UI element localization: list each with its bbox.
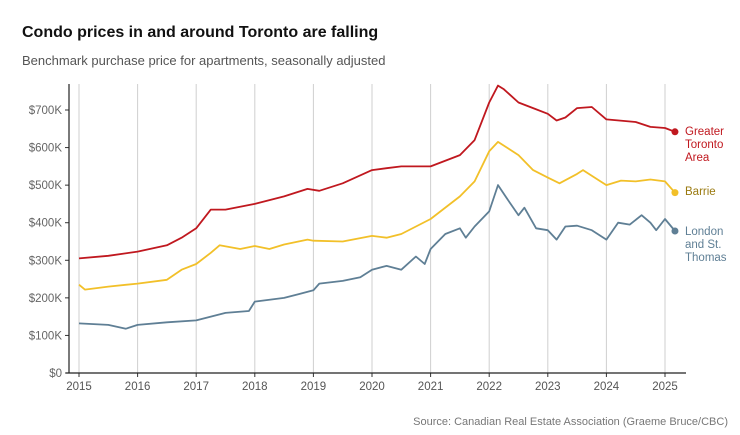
x-tick-label: 2017 [183, 381, 209, 393]
x-tick-label: 2021 [418, 381, 444, 393]
x-tick-label: 2025 [652, 381, 678, 393]
chart-title: Condo prices in and around Toronto are f… [22, 24, 379, 41]
y-tick-label: $100K [29, 330, 63, 342]
x-tick-label: 2018 [242, 381, 268, 393]
x-tick-label: 2020 [359, 381, 385, 393]
y-tick-label: $400K [29, 218, 63, 230]
y-tick-label: $600K [29, 143, 63, 155]
y-tick-label: $0 [49, 368, 62, 380]
series-end-point [671, 128, 679, 136]
series-line [78, 141, 676, 291]
series-line [78, 84, 676, 260]
series-end-point [671, 227, 679, 235]
y-tick-label: $200K [29, 293, 63, 305]
y-tick-label: $500K [29, 180, 63, 192]
chart-subtitle: Benchmark purchase price for apartments,… [22, 53, 386, 68]
series-label: Greater [685, 126, 724, 138]
x-tick-label: 2023 [535, 381, 561, 393]
x-tick-label: 2022 [476, 381, 502, 393]
y-tick-label: $700K [29, 105, 63, 117]
series-label: Thomas [685, 252, 727, 264]
source-note: Source: Canadian Real Estate Association… [413, 416, 728, 428]
x-tick-label: 2019 [301, 381, 327, 393]
series-end-point [671, 189, 679, 197]
series-label: Area [685, 152, 710, 164]
x-tick-label: 2015 [66, 381, 92, 393]
series-label: Toronto [685, 139, 723, 151]
series-line [78, 184, 676, 330]
y-tick-label: $300K [29, 255, 63, 267]
series-label: and St. [685, 239, 721, 251]
x-tick-label: 2024 [594, 381, 620, 393]
x-tick-label: 2016 [125, 381, 151, 393]
series-label: Barrie [685, 186, 716, 198]
series-label: London [685, 226, 723, 238]
